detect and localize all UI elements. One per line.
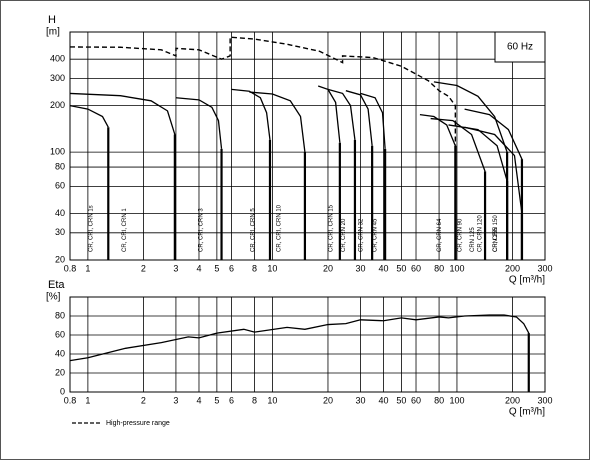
x-tick-label: 30 <box>355 263 365 273</box>
high-pressure-line <box>69 36 457 146</box>
curve <box>69 314 530 362</box>
y-tick-label: 80 <box>55 161 65 171</box>
x-tick-label: 30 <box>355 395 365 405</box>
y-tick-label: 20 <box>55 254 65 264</box>
series-label: CR, CRN 150 <box>493 215 499 252</box>
series-label: CR, CRN 45 <box>372 218 378 252</box>
x-tick-label: 60 <box>411 395 421 405</box>
x-tick-label: 5 <box>214 395 219 405</box>
curve <box>464 108 523 160</box>
x-tick-label: 3 <box>173 395 178 405</box>
x-tick-label: 50 <box>396 395 406 405</box>
y-tick-label: 60 <box>55 329 65 339</box>
curve <box>175 97 223 149</box>
y-tick-label: 80 <box>55 310 65 320</box>
series-label: CR, CRI, CRN 1s <box>89 205 95 252</box>
y-tick-label: 300 <box>50 73 65 83</box>
x-tick-label: 20 <box>323 395 333 405</box>
y-tick-label: 200 <box>50 100 65 110</box>
x-tick-label: 6 <box>229 263 234 273</box>
x-tick-label: 40 <box>379 263 389 273</box>
x-tick-label: 1 <box>85 395 90 405</box>
x-tick-label: 0.8 <box>64 395 77 405</box>
y-tick-label: 400 <box>50 54 65 64</box>
y-tick-label: 30 <box>55 227 65 237</box>
x-tick-label: 2 <box>141 263 146 273</box>
x-tick-label: 2 <box>141 395 146 405</box>
curve <box>317 85 341 143</box>
x-tick-label: 300 <box>537 395 552 405</box>
annotation-box <box>494 31 546 63</box>
y-axis-unit: [m] <box>46 27 60 38</box>
curve <box>448 124 508 182</box>
y-tick-label: 40 <box>55 348 65 358</box>
series-label: CR, CRN 64 <box>437 218 443 252</box>
x-tick-label: 1 <box>85 263 90 273</box>
y-axis-unit: [%] <box>46 292 61 303</box>
series-label: CR, CRN 90 <box>457 218 463 252</box>
x-tick-label: 8 <box>252 395 257 405</box>
curve <box>360 92 386 149</box>
x-tick-label: 100 <box>449 395 464 405</box>
curve <box>249 91 306 153</box>
x-tick-label: 8 <box>252 263 257 273</box>
y-tick-label: 0 <box>60 386 65 396</box>
x-tick-label: 20 <box>323 263 333 273</box>
plot-frame <box>69 296 546 393</box>
x-tick-label: 4 <box>196 263 201 273</box>
series-label: CR, CRI, CRN 5 <box>250 208 256 252</box>
x-tick-label: 200 <box>505 395 520 405</box>
x-tick-label: 100 <box>449 263 464 273</box>
y-tick-label: 20 <box>55 367 65 377</box>
x-tick-label: 80 <box>434 263 444 273</box>
y-axis-label: Eta <box>48 279 65 291</box>
x-tick-label: 6 <box>229 395 234 405</box>
x-axis-label: Q [m³/h] <box>509 407 545 418</box>
series-label: CR, CRI, CRN 1 <box>122 208 128 252</box>
annotation: 60 Hz <box>507 42 533 53</box>
curve <box>433 81 508 153</box>
x-tick-label: 300 <box>537 263 552 273</box>
y-tick-label: 60 <box>55 181 65 191</box>
curve <box>345 90 373 146</box>
series-label: CRN 155 <box>493 227 499 252</box>
plot-frame <box>69 31 546 261</box>
x-tick-label: 50 <box>396 263 406 273</box>
series-label: CR, CRI, CRN 15 <box>329 204 335 252</box>
series-label: CR, CRI, CRN 10 <box>277 204 283 252</box>
x-tick-label: 10 <box>267 395 277 405</box>
x-tick-label: 0.8 <box>64 263 77 273</box>
x-tick-label: 60 <box>411 263 421 273</box>
series-label: CR, CRI, CRN 3 <box>198 208 204 252</box>
series-label: CRN 125 <box>470 227 476 252</box>
series-label: CR, CRN 32 <box>359 218 365 252</box>
curve <box>69 92 176 135</box>
x-tick-label: 10 <box>267 263 277 273</box>
y-tick-label: 100 <box>50 146 65 156</box>
x-tick-label: 40 <box>379 395 389 405</box>
x-tick-label: 3 <box>173 263 178 273</box>
x-axis-label: Q [m³/h] <box>509 275 545 286</box>
legend-label: High-pressure range <box>106 420 170 427</box>
curve <box>69 105 109 128</box>
series-label: CR, CRN 20 <box>341 218 347 252</box>
y-tick-label: 40 <box>55 208 65 218</box>
curve <box>231 88 271 140</box>
curve <box>327 88 356 140</box>
x-tick-label: 5 <box>214 263 219 273</box>
x-tick-label: 4 <box>196 395 201 405</box>
x-tick-label: 80 <box>434 395 444 405</box>
y-axis-label: H <box>48 14 56 26</box>
curve <box>419 113 456 146</box>
series-label: CR, CRN 120 <box>477 215 483 252</box>
x-tick-label: 200 <box>505 263 520 273</box>
